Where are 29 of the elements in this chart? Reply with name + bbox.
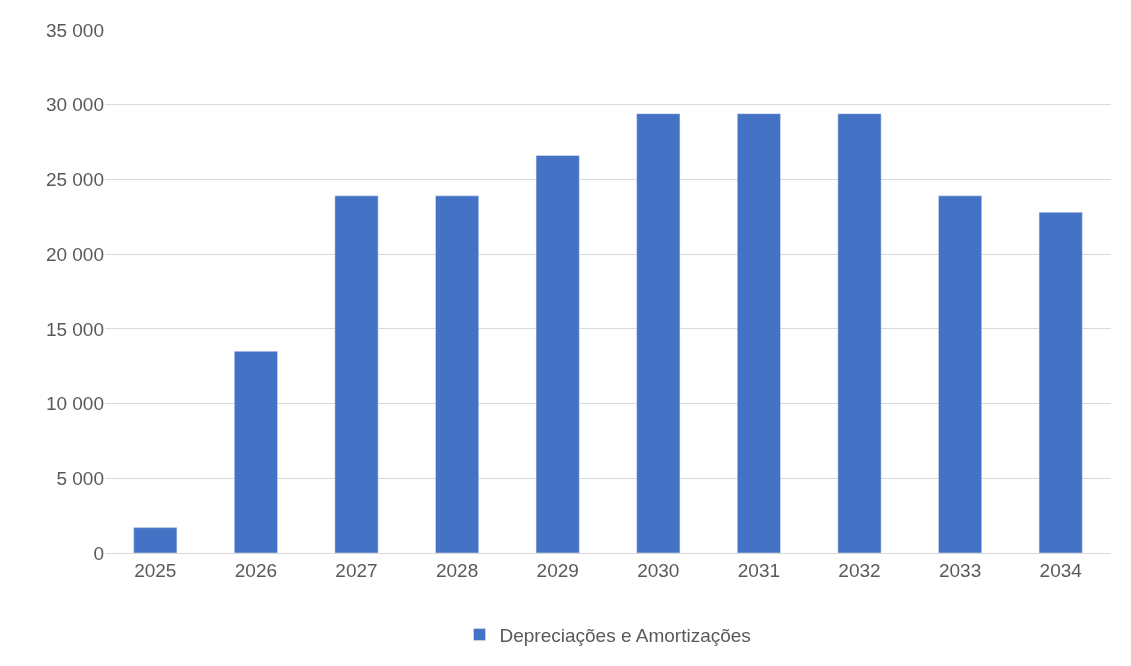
bar — [234, 351, 278, 553]
y-tick-label: 5 000 — [56, 467, 104, 489]
x-tick-label: 2033 — [938, 559, 982, 581]
bar — [133, 527, 178, 553]
x-tick-label: 2031 — [737, 559, 781, 581]
legend-label: Depreciações e Amortizações — [499, 625, 751, 647]
bar — [435, 195, 479, 553]
bar — [938, 195, 982, 553]
x-tick-label: 2028 — [435, 559, 479, 581]
x-tick-label: 2034 — [1039, 559, 1083, 581]
y-tick-label: 20 000 — [45, 243, 104, 265]
bar — [535, 155, 580, 553]
x-tick-label: 2027 — [335, 559, 378, 581]
x-tick-label: 2025 — [134, 559, 177, 581]
y-tick-label: 30 000 — [45, 94, 104, 116]
x-tick-label: 2032 — [838, 559, 881, 581]
bar — [1038, 212, 1083, 553]
bar — [737, 113, 781, 553]
x-tick-label: 2029 — [536, 559, 579, 581]
bar — [837, 113, 882, 553]
x-tick-label: 2026 — [234, 559, 278, 581]
y-tick-label: 35 000 — [45, 19, 104, 41]
y-tick-label: 25 000 — [45, 169, 104, 191]
bar — [636, 113, 681, 553]
bar — [334, 195, 379, 553]
y-tick-label: 15 000 — [45, 318, 104, 340]
y-tick-label: 10 000 — [45, 393, 104, 415]
y-tick-label: 0 — [93, 542, 104, 564]
x-tick-label: 2030 — [637, 559, 680, 581]
